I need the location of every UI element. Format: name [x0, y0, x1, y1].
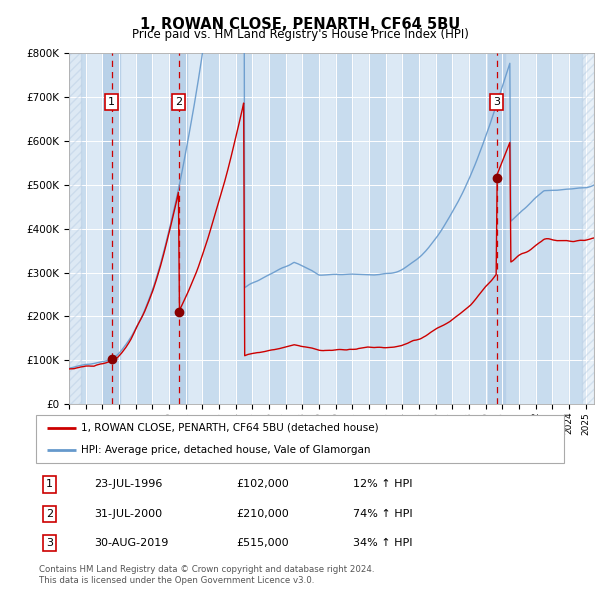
Text: 1: 1	[46, 480, 53, 489]
Bar	[103, 53, 119, 404]
Bar	[202, 53, 219, 404]
Text: 30-AUG-2019: 30-AUG-2019	[94, 538, 169, 548]
Bar	[502, 53, 519, 404]
Text: £515,000: £515,000	[236, 538, 289, 548]
Text: Price paid vs. HM Land Registry's House Price Index (HPI): Price paid vs. HM Land Registry's House …	[131, 28, 469, 41]
Text: HPI: Average price, detached house, Vale of Glamorgan: HPI: Average price, detached house, Vale…	[81, 445, 370, 455]
Bar	[403, 53, 419, 404]
Bar	[103, 53, 120, 404]
Bar	[536, 53, 553, 404]
Bar	[369, 53, 386, 404]
Bar	[236, 53, 253, 404]
Bar	[170, 53, 187, 404]
Bar	[69, 53, 86, 404]
Text: 1, ROWAN CLOSE, PENARTH, CF64 5BU: 1, ROWAN CLOSE, PENARTH, CF64 5BU	[140, 17, 460, 31]
Text: £102,000: £102,000	[236, 480, 289, 489]
Bar	[436, 53, 452, 404]
Bar	[335, 53, 352, 404]
Text: £210,000: £210,000	[236, 509, 289, 519]
Bar	[469, 53, 485, 404]
Text: 12% ↑ HPI: 12% ↑ HPI	[353, 480, 412, 489]
Bar	[169, 53, 185, 404]
Text: 23-JUL-1996: 23-JUL-1996	[94, 480, 163, 489]
Bar	[488, 53, 505, 404]
Text: 1: 1	[108, 97, 115, 107]
Text: 2: 2	[175, 97, 182, 107]
Text: 74% ↑ HPI: 74% ↑ HPI	[353, 509, 412, 519]
Text: Contains HM Land Registry data © Crown copyright and database right 2024.: Contains HM Land Registry data © Crown c…	[39, 565, 374, 574]
Text: 31-JUL-2000: 31-JUL-2000	[94, 509, 162, 519]
Text: 34% ↑ HPI: 34% ↑ HPI	[353, 538, 412, 548]
FancyBboxPatch shape	[36, 415, 564, 463]
Text: 3: 3	[493, 97, 500, 107]
Bar	[569, 53, 586, 404]
Bar	[136, 53, 152, 404]
Bar	[269, 53, 286, 404]
Text: 3: 3	[46, 538, 53, 548]
Text: 2: 2	[46, 509, 53, 519]
Bar	[302, 53, 319, 404]
Text: 1, ROWAN CLOSE, PENARTH, CF64 5BU (detached house): 1, ROWAN CLOSE, PENARTH, CF64 5BU (detac…	[81, 423, 379, 433]
Text: This data is licensed under the Open Government Licence v3.0.: This data is licensed under the Open Gov…	[39, 576, 314, 585]
